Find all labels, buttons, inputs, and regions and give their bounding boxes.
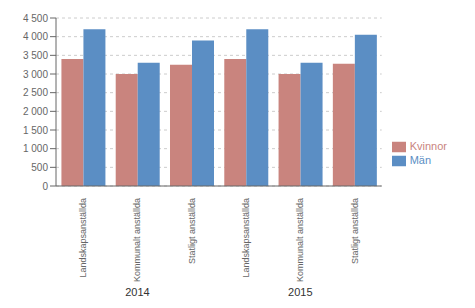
svg-text:3 500: 3 500 [23, 50, 48, 61]
svg-text:Landskapsanställda: Landskapsanställda [78, 198, 88, 278]
svg-text:2 000: 2 000 [23, 106, 48, 117]
svg-text:1 500: 1 500 [23, 125, 48, 136]
html-text:Kvinnor: Kvinnor [409, 139, 447, 152]
svg-text:2015: 2015 [288, 286, 312, 298]
svg-text:Kommunalt anställda: Kommunalt anställda [132, 198, 142, 282]
svg-text:4 000: 4 000 [23, 31, 48, 42]
svg-text:2014: 2014 [125, 286, 149, 298]
html-text:Män: Män [409, 154, 432, 166]
svg-text:500: 500 [31, 162, 48, 173]
svg-text:Statligt anställda: Statligt anställda [350, 198, 360, 264]
svg-text:4 500: 4 500 [23, 13, 48, 24]
svg-text:1 000: 1 000 [23, 143, 48, 154]
svg-text:Statligt anställda: Statligt anställda [187, 198, 197, 264]
svg-text:Landskapsanställda: Landskapsanställda [241, 198, 251, 278]
svg-text:Kommunalt anställda: Kommunalt anställda [295, 198, 305, 282]
svg-text:2 500: 2 500 [23, 87, 48, 98]
svg-text:3 000: 3 000 [23, 69, 48, 80]
svg-text:0: 0 [42, 181, 48, 192]
